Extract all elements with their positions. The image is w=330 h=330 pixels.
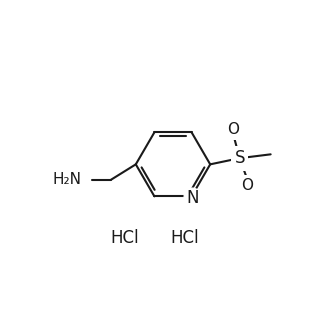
- Text: O: O: [227, 122, 240, 137]
- Text: HCl: HCl: [111, 229, 139, 247]
- Text: N: N: [186, 189, 199, 207]
- Text: HCl: HCl: [170, 229, 199, 247]
- Text: O: O: [242, 178, 253, 193]
- Text: S: S: [234, 149, 245, 167]
- Text: H₂N: H₂N: [52, 172, 82, 187]
